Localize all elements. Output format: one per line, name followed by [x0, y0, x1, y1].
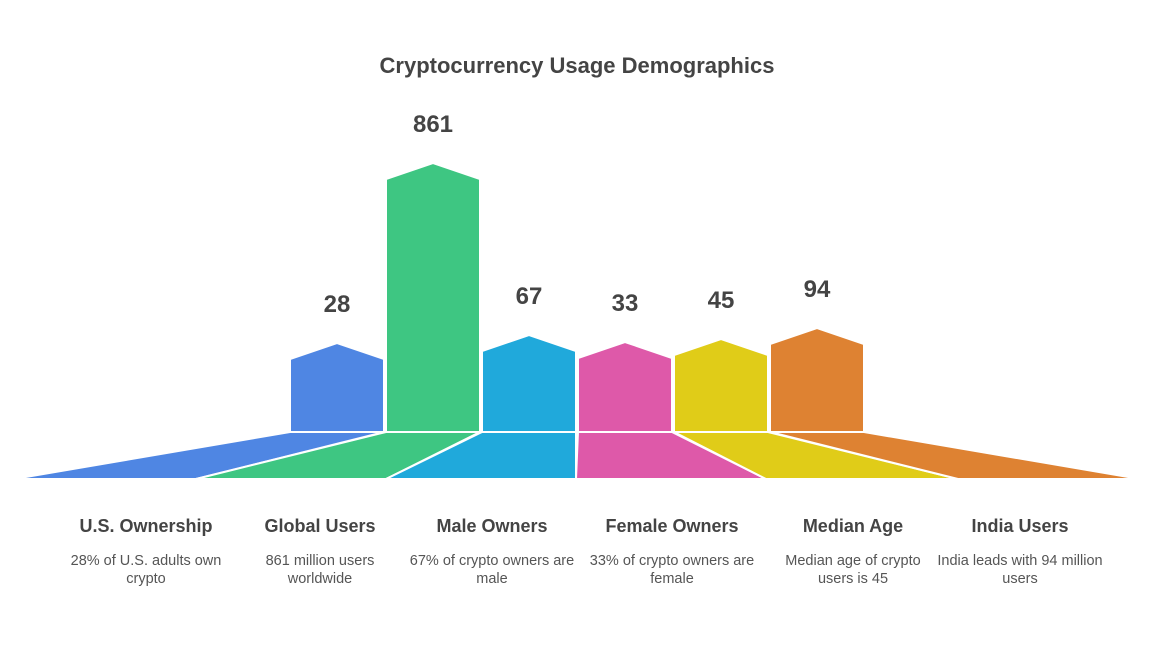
value-label: 33: [611, 290, 639, 317]
item-label: Male Owners: [436, 516, 548, 536]
item-description: 67% of crypto owners are male: [409, 553, 575, 587]
item-description: 33% of crypto owners are female: [589, 553, 755, 587]
bar: [385, 161, 481, 433]
item-description: 28% of U.S. adults own crypto: [70, 553, 222, 587]
item-label: Female Owners: [605, 516, 739, 536]
bar: [673, 337, 769, 433]
item-description: 861 million users worldwide: [265, 553, 375, 587]
value-label: 67: [515, 283, 543, 310]
bar: [769, 326, 865, 433]
bar: [577, 340, 673, 433]
item-label: Median Age: [802, 516, 904, 536]
title: Cryptocurrency Usage Demographics: [379, 53, 775, 78]
bar: [481, 333, 577, 433]
value-label: 861: [412, 111, 454, 138]
base-segment: [769, 431, 1141, 480]
bar: [289, 341, 385, 433]
value-label: 94: [803, 276, 831, 303]
item-label: Global Users: [264, 516, 376, 536]
item-label: U.S. Ownership: [79, 516, 213, 536]
item-description: Median age of crypto users is 45: [785, 553, 921, 587]
item-description: India leads with 94 million users: [937, 553, 1103, 587]
value-label: 45: [707, 287, 735, 314]
value-label: 28: [323, 291, 351, 318]
item-label: India Users: [971, 516, 1069, 536]
